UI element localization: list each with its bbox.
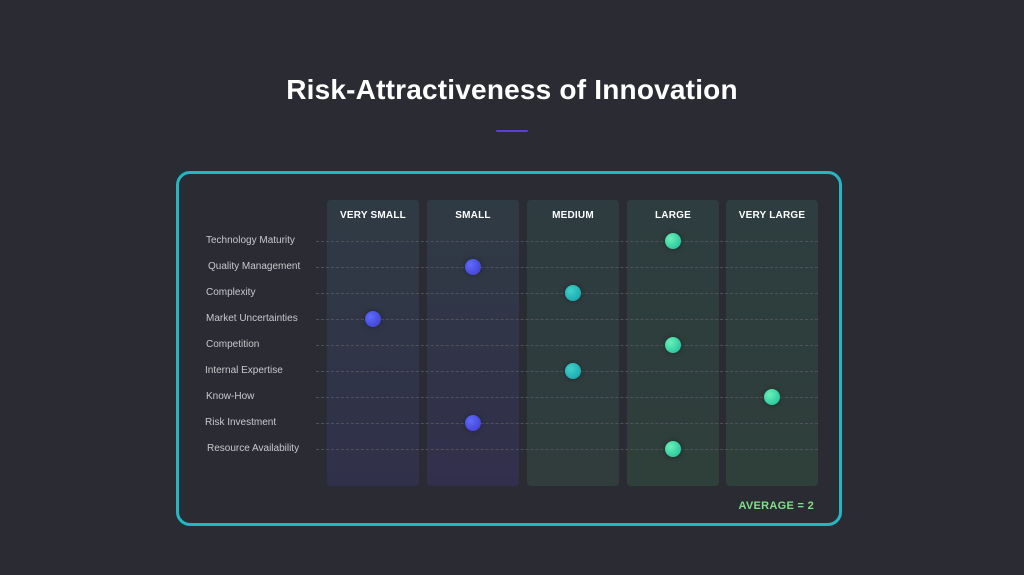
row-label: Know-How [206,391,255,402]
row-guide-line [316,345,818,346]
column-small [427,200,519,486]
column-very-small [327,200,419,486]
row-label: Resource Availability [207,443,300,454]
row-label: Quality Management [208,261,301,272]
rating-marker [465,259,481,275]
rating-marker [764,389,780,405]
column-header-very-small: VERY SMALL [340,210,406,221]
row-guide-line [316,267,818,268]
row-guide-line [316,397,818,398]
column-header-medium: MEDIUM [552,210,594,221]
row-guide-line [316,319,818,320]
column-header-large: LARGE [655,210,691,221]
rating-marker [565,363,581,379]
column-medium [527,200,619,486]
row-label: Complexity [206,287,256,298]
row-guide-line [316,423,818,424]
title-underline [496,130,528,132]
rating-marker [465,415,481,431]
column-very-large [726,200,818,486]
rating-marker [565,285,581,301]
row-label: Market Uncertainties [206,313,298,324]
average-label: AVERAGE = 2 [738,500,814,512]
row-label: Competition [206,339,260,350]
column-header-small: SMALL [455,210,491,221]
rating-panel [176,171,842,526]
row-label: Internal Expertise [205,365,283,376]
column-header-very-large: VERY LARGE [738,210,806,221]
row-guide-line [316,241,818,242]
rating-marker [665,233,681,249]
row-guide-line [316,449,818,450]
row-label: Technology Maturity [206,235,295,246]
rating-marker [365,311,381,327]
row-label: Risk Investment [205,417,277,428]
page-title: Risk-Attractiveness of Innovation [286,74,738,105]
rating-marker [665,441,681,457]
rating-marker [665,337,681,353]
